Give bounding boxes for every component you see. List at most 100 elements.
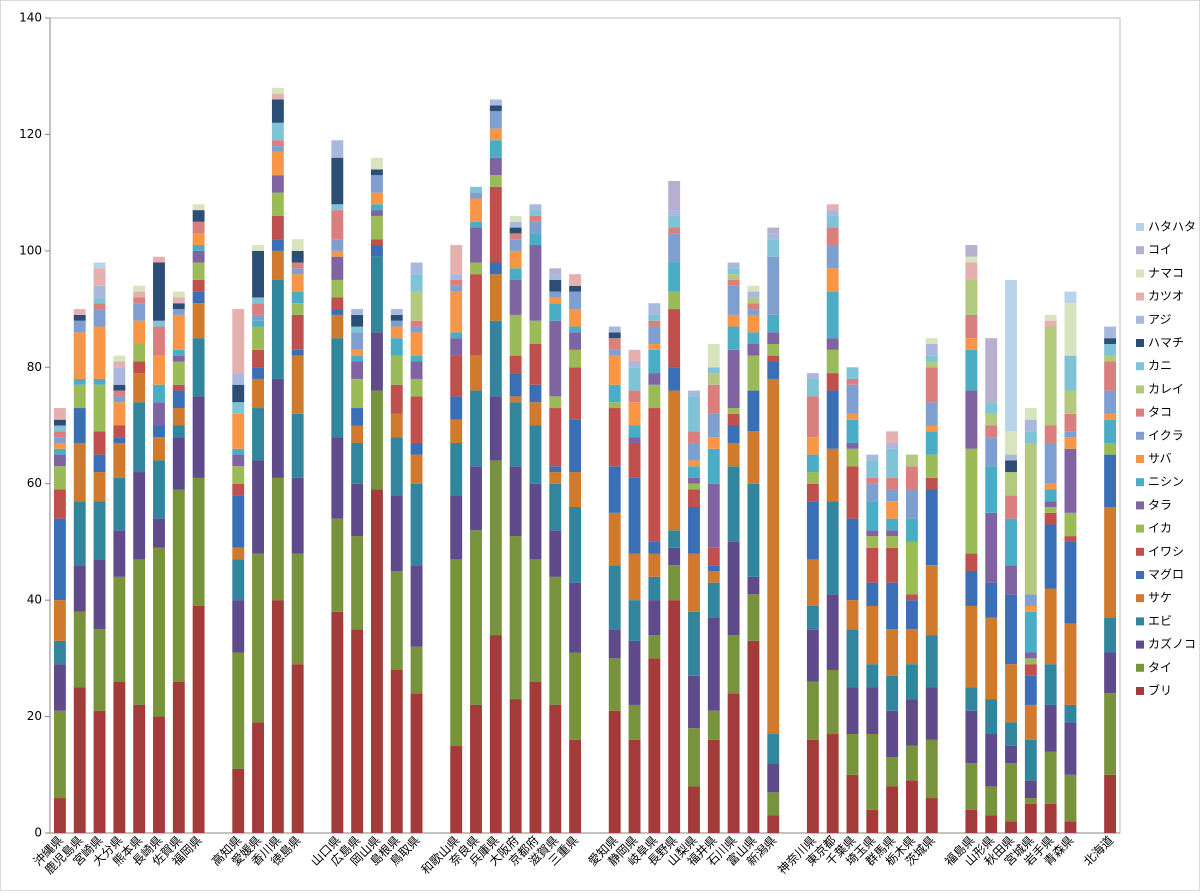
bar-segment: [767, 233, 780, 240]
bar-segment: [1104, 355, 1117, 362]
bar-segment: [608, 512, 621, 566]
bar-segment: [291, 553, 304, 665]
bar-segment: [331, 239, 344, 251]
bar-segment: [509, 373, 522, 397]
bar-segment: [371, 204, 383, 211]
bar-segment: [608, 658, 621, 711]
bar-segment: [846, 734, 859, 775]
bar-segment: [133, 704, 146, 833]
bar-segment: [271, 378, 284, 478]
legend-swatch: [1136, 571, 1144, 579]
bar-segment: [549, 279, 562, 292]
bar-segment: [529, 215, 542, 222]
bar-segment: [906, 454, 918, 467]
bar-segment: [291, 477, 304, 554]
bar-segment: [866, 460, 879, 478]
bar-segment: [549, 297, 562, 304]
legend-label: アジ: [1148, 312, 1172, 326]
bar-segment: [925, 687, 938, 740]
bar-segment: [806, 373, 819, 379]
bar-segment: [1024, 780, 1037, 799]
bar-segment: [291, 413, 304, 478]
bar-segment: [688, 489, 700, 507]
bar-segment: [390, 495, 403, 572]
bar-segment: [846, 518, 859, 601]
bar-segment: [668, 390, 681, 531]
bar-segment: [489, 320, 502, 397]
bar-segment: [113, 425, 126, 438]
bar-segment: [826, 227, 839, 246]
bar-segment: [271, 146, 284, 152]
bar-segment: [906, 629, 918, 665]
bar-segment: [707, 710, 720, 740]
bar-segment: [866, 582, 879, 606]
bar-segment: [965, 687, 978, 711]
y-tick-label: 0: [34, 826, 42, 840]
bar-segment: [608, 710, 621, 833]
bar-segment: [767, 378, 780, 735]
bar-segment: [668, 309, 681, 368]
bar-segment: [153, 460, 165, 519]
bar-segment: [906, 466, 918, 490]
bar-segment: [410, 454, 423, 484]
bar-segment: [113, 530, 126, 577]
bar-segment: [886, 431, 899, 443]
bar-segment: [648, 541, 661, 554]
bar-segment: [53, 489, 66, 519]
bar-segment: [747, 640, 760, 833]
bar-segment: [707, 448, 720, 484]
bar-segment: [806, 629, 819, 682]
bar-segment: [747, 291, 760, 298]
bar-segment: [271, 175, 284, 193]
bar-segment: [1005, 454, 1017, 461]
bar-segment: [271, 87, 284, 94]
bar-segment: [668, 530, 681, 548]
bar-segment: [727, 268, 740, 275]
bar-segment: [965, 256, 978, 263]
bar-segment: [608, 355, 621, 385]
bar-segment: [1064, 303, 1077, 356]
bar-segment: [707, 483, 720, 548]
bar-segment: [826, 291, 839, 339]
bar-segment: [351, 378, 364, 409]
bar-segment: [925, 425, 938, 432]
bar-segment: [172, 390, 185, 409]
bar-segment: [1104, 507, 1117, 618]
bar-segment: [1005, 518, 1017, 566]
bar-segment: [549, 268, 562, 275]
bar-segment: [826, 210, 839, 216]
legend-label: タラ: [1148, 498, 1172, 512]
bar-segment: [371, 489, 383, 833]
bar-segment: [153, 437, 165, 461]
bar-segment: [569, 419, 582, 473]
bar-segment: [648, 635, 661, 659]
bar-segment: [1064, 541, 1077, 624]
bar-segment: [53, 442, 66, 449]
bar-segment: [648, 303, 661, 315]
bar-segment: [371, 245, 383, 257]
bar-segment: [172, 314, 185, 350]
bar-segment: [806, 454, 819, 473]
bar-segment: [549, 408, 562, 467]
bar-segment: [747, 303, 760, 310]
bar-segment: [113, 390, 126, 397]
bar-segment: [628, 349, 641, 362]
bar-segment: [608, 629, 621, 659]
bar-segment: [371, 390, 383, 490]
bar-segment: [608, 402, 621, 409]
bar-segment: [390, 355, 403, 385]
bar-segment: [93, 454, 106, 473]
bar-segment: [767, 332, 780, 344]
bar-segment: [1044, 489, 1057, 502]
bar-segment: [906, 600, 918, 630]
legend-label: イクラ: [1148, 428, 1184, 442]
bar-segment: [767, 239, 780, 257]
bar-segment: [925, 344, 938, 356]
bar-segment: [1044, 507, 1057, 513]
bar-segment: [133, 402, 146, 473]
bar-segment: [153, 320, 165, 327]
bar-segment: [886, 489, 899, 502]
bar-segment: [1005, 431, 1017, 455]
bar-segment: [1064, 390, 1077, 414]
bar-segment: [489, 396, 502, 461]
